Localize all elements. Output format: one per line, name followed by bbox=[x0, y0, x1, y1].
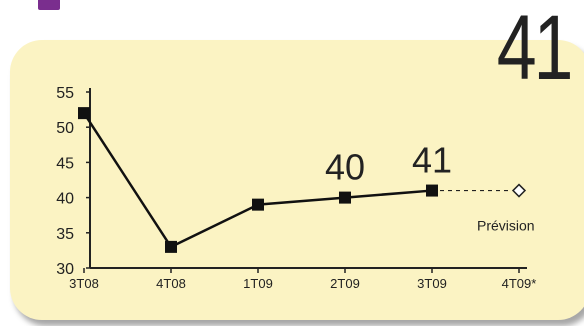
x-tick-label: 4T08 bbox=[156, 276, 186, 291]
y-ticks: 30 35 40 45 50 55 bbox=[56, 85, 90, 278]
y-tick-label: 55 bbox=[56, 85, 74, 102]
forecast-point bbox=[511, 183, 527, 198]
y-tick-label: 40 bbox=[56, 191, 74, 208]
x-tick-labels: 3T08 4T08 1T09 2T09 3T09 4T09* bbox=[69, 268, 536, 291]
chart-card bbox=[10, 40, 584, 320]
forecast-label: Prévision bbox=[477, 218, 535, 234]
data-point bbox=[252, 198, 264, 211]
axes bbox=[89, 88, 527, 269]
data-label: 40 bbox=[325, 147, 365, 188]
y-tick-label: 45 bbox=[56, 155, 74, 172]
y-tick-label: 35 bbox=[56, 226, 74, 243]
data-point bbox=[426, 184, 438, 197]
data-point bbox=[339, 191, 351, 204]
y-tick-label: 30 bbox=[56, 261, 74, 278]
series: Prévision bbox=[78, 107, 535, 253]
x-tick-label: 4T09* bbox=[502, 276, 537, 291]
x-tick-label: 1T09 bbox=[243, 276, 273, 291]
accent-bar bbox=[38, 0, 60, 10]
headline-value: 41 bbox=[496, 0, 573, 99]
data-point bbox=[78, 107, 90, 120]
x-tick-label: 3T08 bbox=[69, 276, 99, 291]
series-line bbox=[82, 112, 433, 249]
data-labels: 40 41 bbox=[325, 140, 452, 188]
x-tick-label: 3T09 bbox=[417, 276, 447, 291]
data-point bbox=[165, 240, 177, 253]
y-tick-label: 50 bbox=[56, 120, 74, 137]
x-tick-label: 2T09 bbox=[330, 276, 360, 291]
data-label: 41 bbox=[412, 140, 452, 181]
